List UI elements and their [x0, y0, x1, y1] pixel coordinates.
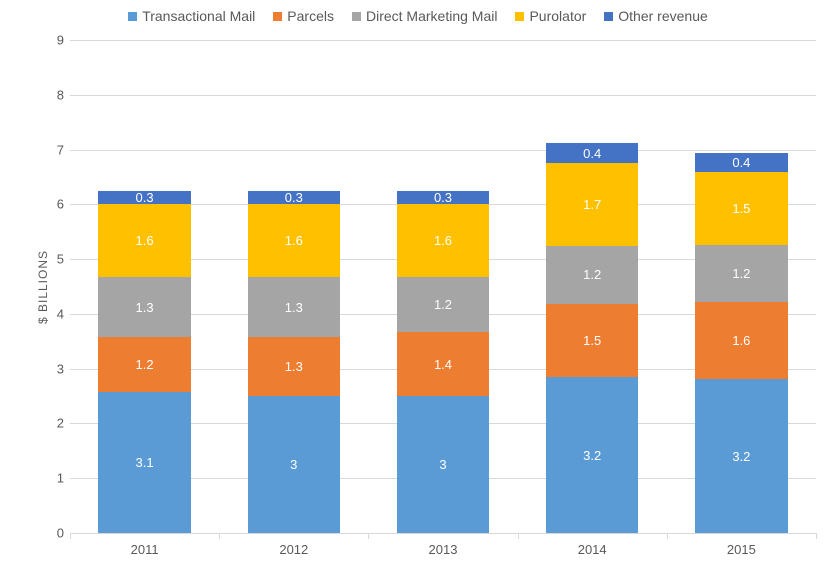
stacked-bar-chart: Transactional Mail Parcels Direct Marketin…	[0, 0, 836, 574]
bar-segment: 1.4	[397, 332, 490, 396]
bar-segment: 0.3	[98, 191, 191, 205]
legend-swatch	[273, 12, 282, 21]
x-tickmark	[368, 533, 369, 539]
gridline	[70, 40, 816, 41]
segment-value-label: 1.6	[732, 333, 750, 348]
bar-segment: 1.6	[98, 204, 191, 277]
y-tick-label: 9	[42, 33, 64, 48]
y-tick-label: 3	[42, 361, 64, 376]
bar-segment: 3	[397, 396, 490, 533]
legend-label: Other revenue	[618, 8, 708, 24]
segment-value-label: 0.4	[732, 155, 750, 170]
legend-item: Transactional Mail	[128, 8, 255, 24]
bar: 3 1.4 1.2 1.6 0.3	[397, 122, 490, 533]
segment-value-label: 0.3	[285, 191, 303, 205]
bar-segment: 1.7	[546, 163, 639, 246]
segment-value-label: 1.5	[732, 201, 750, 216]
bar-segment: 1.2	[546, 246, 639, 304]
segment-value-label: 1.7	[583, 197, 601, 212]
bar: 3.2 1.6 1.2 1.5 0.4	[695, 100, 788, 533]
segment-value-label: 1.3	[285, 359, 303, 374]
bar-segment: 3.2	[695, 379, 788, 533]
plot-area: 012345678920113.11.21.31.60.3201231.31.3…	[70, 40, 816, 534]
segment-value-label: 1.2	[434, 297, 452, 312]
bar-segment: 0.3	[248, 191, 341, 205]
segment-value-label: 0.3	[136, 191, 154, 205]
segment-value-label: 1.6	[285, 233, 303, 248]
segment-value-label: 1.2	[136, 357, 154, 372]
bar-segment: 1.2	[98, 337, 191, 392]
bar-segment: 1.2	[695, 245, 788, 303]
y-tick-label: 5	[42, 252, 64, 267]
x-tickmark	[667, 533, 668, 539]
segment-value-label: 3	[439, 457, 446, 472]
segment-value-label: 3.1	[136, 455, 154, 470]
segment-value-label: 0.3	[434, 191, 452, 205]
legend-label: Parcels	[287, 8, 334, 24]
bar-segment: 1.6	[248, 204, 341, 277]
legend-swatch	[128, 12, 137, 21]
bar-segment: 0.3	[397, 191, 490, 205]
bar: 3.2 1.5 1.2 1.7 0.4	[546, 95, 639, 533]
y-tick-label: 0	[42, 526, 64, 541]
bar-segment: 3	[248, 396, 341, 533]
y-tick-label: 7	[42, 142, 64, 157]
legend: Transactional Mail Parcels Direct Marketin…	[0, 8, 836, 24]
segment-value-label: 1.3	[285, 300, 303, 315]
x-tickmark	[219, 533, 220, 539]
legend-item: Direct Marketing Mail	[352, 8, 497, 24]
y-tick-label: 4	[42, 306, 64, 321]
y-tick-label: 6	[42, 197, 64, 212]
bar-segment: 1.3	[248, 277, 341, 336]
bar: 3 1.3 1.3 1.6 0.3	[248, 122, 341, 533]
x-tick-label: 2013	[429, 542, 458, 557]
x-tickmark	[70, 533, 71, 539]
legend-label: Purolator	[529, 8, 586, 24]
legend-label: Direct Marketing Mail	[366, 8, 497, 24]
bar-segment: 1.5	[546, 304, 639, 377]
segment-value-label: 1.3	[136, 300, 154, 315]
segment-value-label: 1.6	[434, 233, 452, 248]
segment-value-label: 0.4	[583, 146, 601, 161]
bar-segment: 3.1	[98, 392, 191, 534]
segment-value-label: 1.4	[434, 357, 452, 372]
x-tick-label: 2012	[279, 542, 308, 557]
bar-segment: 1.6	[397, 204, 490, 277]
segment-value-label: 3.2	[583, 448, 601, 463]
legend-swatch	[604, 12, 613, 21]
gridline	[70, 95, 816, 96]
x-tick-label: 2015	[727, 542, 756, 557]
legend-label: Transactional Mail	[142, 8, 255, 24]
legend-item: Purolator	[515, 8, 586, 24]
bar-segment: 0.4	[546, 143, 639, 162]
legend-swatch	[352, 12, 361, 21]
x-tick-label: 2011	[131, 542, 159, 557]
legend-item: Parcels	[273, 8, 334, 24]
legend-item: Other revenue	[604, 8, 708, 24]
bar-segment: 1.2	[397, 277, 490, 332]
x-tick-label: 2014	[578, 542, 607, 557]
segment-value-label: 1.2	[583, 267, 601, 282]
bar-segment: 1.3	[98, 277, 191, 336]
y-tick-label: 2	[42, 416, 64, 431]
segment-value-label: 1.6	[136, 233, 154, 248]
bar-segment: 1.6	[695, 302, 788, 379]
x-tickmark	[518, 533, 519, 539]
y-tick-label: 1	[42, 471, 64, 486]
bar-segment: 3.2	[546, 377, 639, 533]
bar-segment: 0.4	[695, 153, 788, 172]
bar-segment: 1.3	[248, 337, 341, 396]
segment-value-label: 3.2	[732, 449, 750, 464]
segment-value-label: 3	[290, 457, 297, 472]
segment-value-label: 1.2	[732, 266, 750, 281]
segment-value-label: 1.5	[583, 333, 601, 348]
bar-segment: 1.5	[695, 172, 788, 244]
y-tick-label: 8	[42, 87, 64, 102]
bar: 3.1 1.2 1.3 1.6 0.3	[98, 122, 191, 533]
legend-swatch	[515, 12, 524, 21]
x-tickmark	[816, 533, 817, 539]
